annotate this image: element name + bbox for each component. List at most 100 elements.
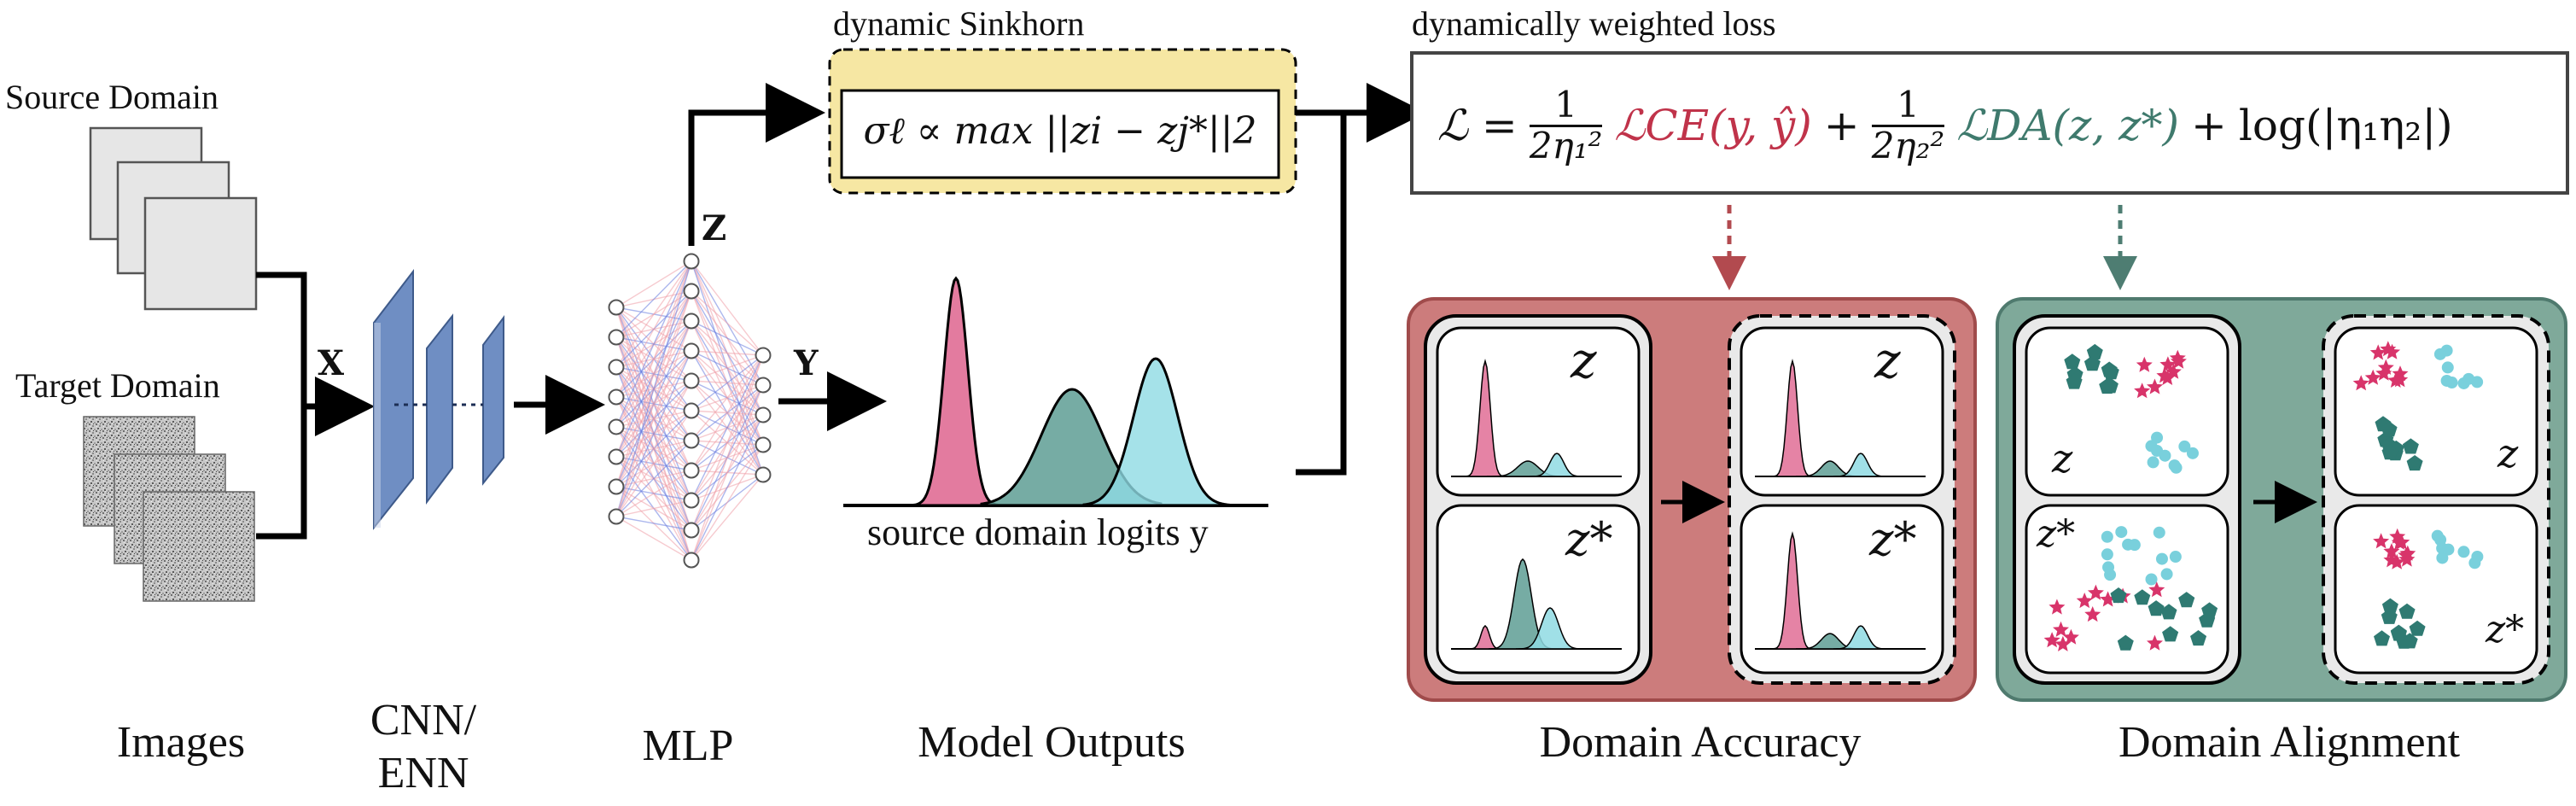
pentagon-point — [2402, 438, 2419, 454]
mlp-edge — [615, 290, 692, 517]
dot-point — [2159, 449, 2171, 462]
accuracy-distributions — [1451, 359, 1926, 650]
mlp-neuron — [683, 312, 700, 330]
pentagon-point — [2134, 589, 2151, 605]
dot-point — [2122, 538, 2135, 551]
mlp-edge — [691, 414, 764, 561]
mlp-edge — [615, 380, 692, 517]
dot-point — [2155, 552, 2168, 565]
star-point — [2373, 533, 2390, 549]
mlp-neuron — [683, 432, 700, 449]
mini-distribution — [1771, 359, 1814, 477]
align-z-before-label: z — [2052, 435, 2073, 482]
mlp-edge — [615, 440, 692, 517]
pentagon-point — [2160, 604, 2177, 620]
logits-caption: source domain logits y — [867, 511, 1209, 553]
dot-point — [2434, 534, 2447, 546]
sinkhorn-box — [828, 48, 1297, 195]
dot-point — [2102, 561, 2115, 574]
pentagon-point — [2398, 603, 2416, 619]
mlp-neuron — [683, 283, 700, 300]
star-point — [2156, 367, 2173, 383]
star-point — [2054, 635, 2072, 651]
cnn-caption-line2: ENN — [377, 749, 469, 797]
star-point — [2383, 552, 2400, 568]
star-point — [2159, 356, 2177, 372]
mini-distribution — [1833, 453, 1888, 477]
mlp-edge — [615, 260, 692, 488]
frac2-bar — [1871, 124, 1945, 127]
pentagon-point — [2396, 633, 2413, 649]
dot-point — [2178, 440, 2191, 453]
mlp-edge — [691, 354, 764, 471]
acc-zstar-after-label: z* — [1869, 512, 1917, 566]
dot-point — [2101, 548, 2113, 561]
dot-point — [2169, 551, 2182, 564]
star-point — [2393, 534, 2410, 550]
mlp-edge — [615, 260, 692, 428]
loss-plus-2: + — [2190, 101, 2227, 150]
mlp-neuron — [608, 448, 625, 465]
loss-ce-term: ℒCE(y, ŷ) — [1614, 101, 1812, 150]
dot-point — [2433, 348, 2446, 360]
z-to-sinkhorn-arrow — [688, 83, 825, 246]
mlp-edge — [615, 260, 692, 308]
mlp-neuron — [608, 508, 625, 525]
loss-box — [1410, 51, 2569, 195]
dot-point — [2436, 552, 2449, 564]
mlp-edge — [615, 260, 692, 517]
mlp-edge — [691, 260, 764, 356]
mlp-edge — [615, 410, 692, 517]
mlp-edge — [615, 516, 692, 561]
dot-point — [2186, 447, 2199, 459]
star-point — [2147, 634, 2163, 651]
star-point — [2398, 551, 2416, 567]
frac1-num: 1 — [1554, 84, 1577, 126]
star-point — [2170, 353, 2187, 369]
loss-frac2: 1 2η₂² — [1871, 86, 1945, 166]
star-point — [2062, 628, 2079, 645]
dot-point — [2153, 526, 2165, 539]
mlp-neuron — [683, 253, 700, 270]
pentagon-point — [2409, 620, 2426, 636]
pentagon-point — [2099, 378, 2116, 394]
mini-distribution — [1833, 625, 1888, 650]
dot-point — [2168, 459, 2181, 472]
acc-z-before-label: z — [1571, 331, 1597, 389]
pentagon-point — [2381, 444, 2398, 460]
frac2-den: 2η₂² — [1871, 124, 1945, 166]
pentagon-point — [2381, 421, 2398, 437]
mlp-neuron — [608, 478, 625, 495]
model-outputs-caption: Model Outputs — [918, 718, 1186, 767]
domain-accuracy-caption: Domain Accuracy — [1539, 718, 1862, 767]
dot-point — [2160, 568, 2173, 581]
star-point — [2049, 599, 2066, 615]
star-point — [2100, 591, 2117, 607]
dot-point — [2151, 431, 2164, 444]
pink-distribution — [905, 276, 1007, 507]
star-point — [2369, 344, 2387, 360]
alignment-scatter — [2043, 341, 2484, 651]
acc-zstar-before-label: z* — [1565, 512, 1613, 566]
star-point — [2148, 581, 2165, 598]
x-label: X — [318, 343, 345, 383]
mlp-neuron — [683, 522, 700, 539]
star-point — [2383, 543, 2400, 559]
mlp-neuron — [755, 347, 772, 364]
dot-point — [2457, 546, 2470, 558]
loss-frac1: 1 2η₁² — [1529, 84, 1603, 164]
pentagon-point — [2374, 630, 2390, 646]
pentagon-point — [2110, 587, 2127, 604]
star-point — [2388, 553, 2405, 569]
align-zstar-before-label: z* — [2037, 512, 2076, 556]
mini-distribution — [1771, 531, 1814, 650]
dot-point — [2440, 374, 2453, 387]
mlp-edge — [615, 350, 692, 517]
mlp-edge — [615, 320, 692, 517]
mlp-neuron — [608, 299, 625, 316]
mlp-edge — [615, 470, 692, 517]
align-zstar-after-label: z* — [2486, 608, 2525, 651]
star-point — [2076, 593, 2093, 609]
cnn-caption-line1: CNN/ — [370, 696, 477, 745]
weighted-loss-label: dynamically weighted loss — [1412, 4, 1776, 43]
